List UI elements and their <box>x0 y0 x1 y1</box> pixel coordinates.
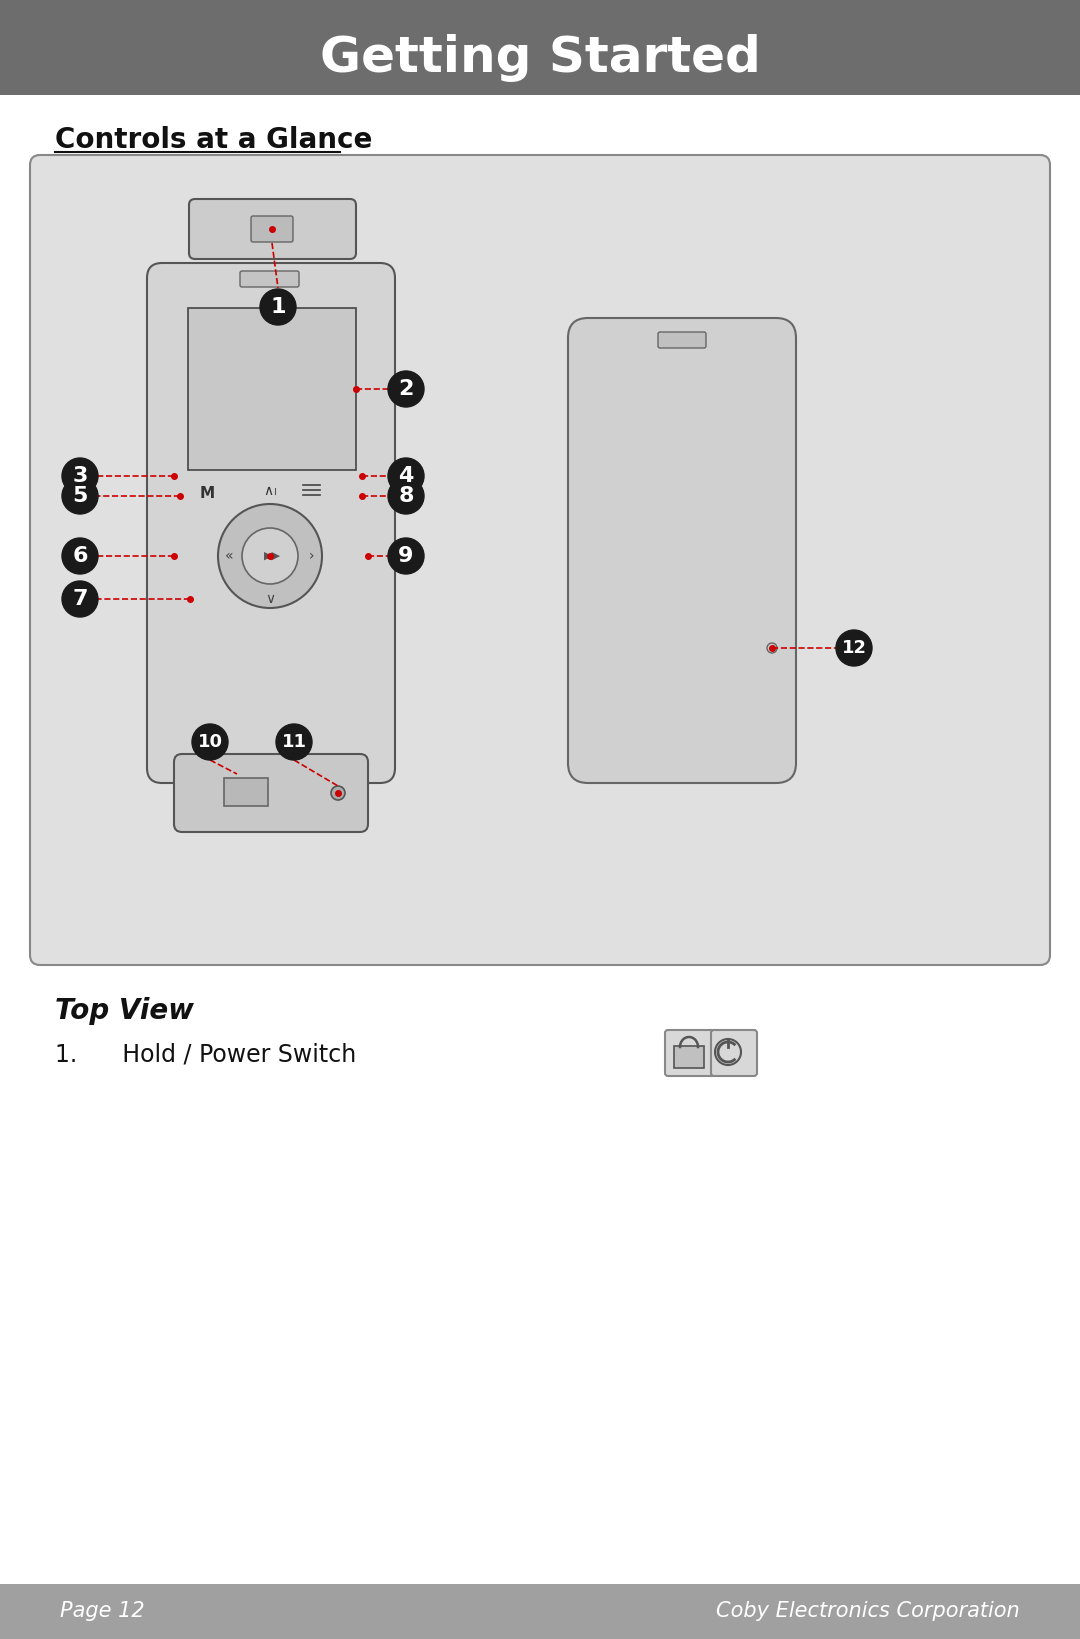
Circle shape <box>388 457 424 493</box>
Text: 9: 9 <box>399 546 414 565</box>
FancyBboxPatch shape <box>0 0 1080 95</box>
FancyBboxPatch shape <box>224 779 268 806</box>
Text: 1: 1 <box>270 297 286 316</box>
Text: 6: 6 <box>72 546 87 565</box>
Circle shape <box>330 787 345 800</box>
Text: Page 12: Page 12 <box>60 1601 145 1621</box>
Text: ▶▶: ▶▶ <box>264 551 281 561</box>
Text: ›: › <box>309 549 314 564</box>
Text: Top View: Top View <box>55 997 194 1024</box>
Text: 2: 2 <box>399 379 414 398</box>
Text: Controls at a Glance: Controls at a Glance <box>55 126 373 154</box>
FancyBboxPatch shape <box>251 216 293 243</box>
Text: 5: 5 <box>72 487 87 506</box>
Circle shape <box>260 288 296 325</box>
Text: ∧: ∧ <box>262 484 273 498</box>
FancyBboxPatch shape <box>189 198 356 259</box>
Circle shape <box>62 479 98 515</box>
Circle shape <box>218 505 322 608</box>
Text: 10: 10 <box>198 733 222 751</box>
FancyBboxPatch shape <box>674 1046 704 1069</box>
Text: Coby Electronics Corporation: Coby Electronics Corporation <box>716 1601 1020 1621</box>
Text: 1.      Hold / Power Switch: 1. Hold / Power Switch <box>55 1042 356 1067</box>
Circle shape <box>388 479 424 515</box>
Text: 8: 8 <box>399 487 414 506</box>
Text: 12: 12 <box>841 639 866 657</box>
Circle shape <box>192 724 228 760</box>
Circle shape <box>767 642 777 652</box>
Circle shape <box>62 457 98 493</box>
FancyBboxPatch shape <box>0 1583 1080 1639</box>
FancyBboxPatch shape <box>30 156 1050 965</box>
Circle shape <box>62 538 98 574</box>
Circle shape <box>276 724 312 760</box>
Text: M: M <box>200 485 215 500</box>
FancyBboxPatch shape <box>568 318 796 783</box>
FancyBboxPatch shape <box>665 1029 715 1075</box>
FancyBboxPatch shape <box>711 1029 757 1075</box>
Text: 11: 11 <box>282 733 307 751</box>
Text: 3: 3 <box>72 465 87 487</box>
Circle shape <box>242 528 298 583</box>
FancyBboxPatch shape <box>188 308 356 470</box>
Circle shape <box>388 370 424 406</box>
FancyBboxPatch shape <box>174 754 368 833</box>
Text: ∨: ∨ <box>265 592 275 606</box>
FancyBboxPatch shape <box>658 333 706 347</box>
Circle shape <box>836 629 872 665</box>
Text: «: « <box>225 549 233 564</box>
Circle shape <box>62 580 98 616</box>
FancyBboxPatch shape <box>147 262 395 783</box>
FancyBboxPatch shape <box>240 270 299 287</box>
Text: 7: 7 <box>72 588 87 610</box>
Text: 4: 4 <box>399 465 414 487</box>
Circle shape <box>715 1039 741 1065</box>
Text: Getting Started: Getting Started <box>320 34 760 82</box>
Circle shape <box>388 538 424 574</box>
